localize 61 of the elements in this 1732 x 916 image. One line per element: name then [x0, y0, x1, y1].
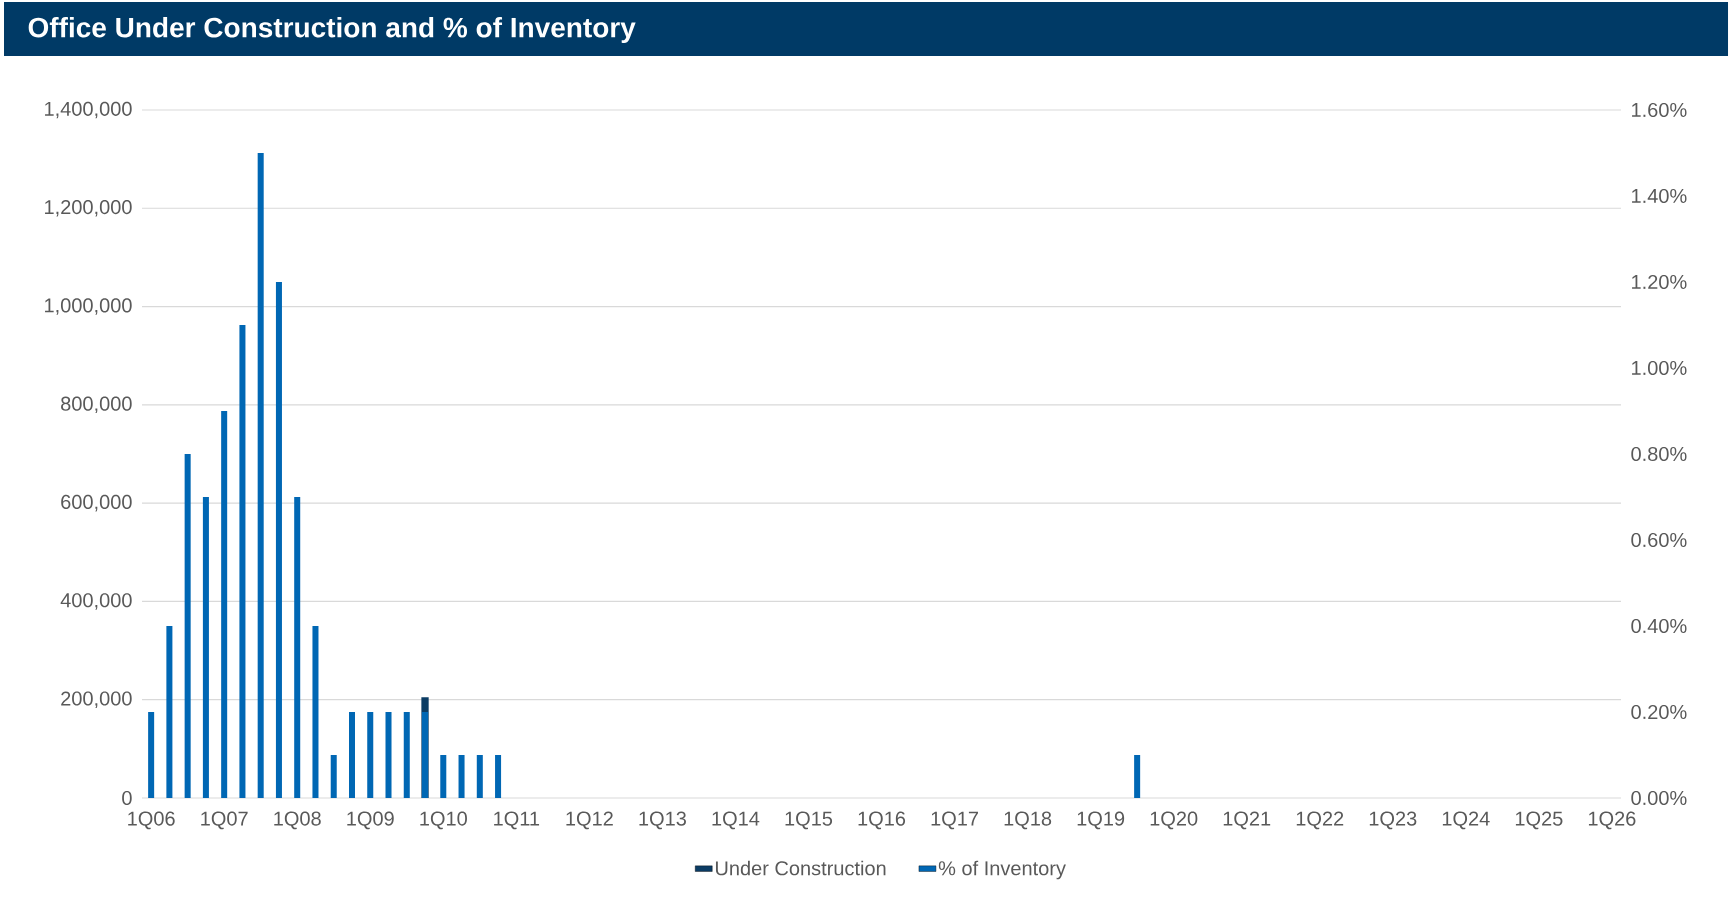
bar: [275, 281, 282, 798]
y-tick-label: 1,200,000: [45, 200, 132, 217]
x-tick-label: 1Q21: [1223, 811, 1271, 830]
bar: [403, 712, 410, 798]
bar: [440, 755, 447, 798]
y2-tick-label: 0.80%: [1631, 446, 1687, 462]
bar: [148, 712, 155, 798]
y2-tick-label: 1.20%: [1632, 274, 1687, 290]
y-tick-label: 600,000: [61, 494, 132, 512]
x-tick-label: 1Q11: [494, 811, 540, 830]
bar: [312, 626, 319, 798]
x-tick-label: 1Q22: [1296, 811, 1344, 830]
x-tick-label: 1Q10: [420, 811, 467, 830]
x-tick-label: 1Q23: [1369, 811, 1417, 830]
bar: [348, 712, 355, 798]
bar: [330, 755, 337, 798]
bar: [367, 712, 374, 798]
legend-label: Under Construction: [715, 860, 886, 876]
x-tick-label: 1Q18: [1004, 811, 1052, 830]
bar: [202, 496, 209, 798]
legend-label: % of Inventory: [938, 860, 1066, 880]
x-tick-label: 1Q09: [347, 811, 394, 830]
y-tick-label: 1,400,000: [45, 101, 132, 119]
bar: [476, 755, 483, 798]
bar: [239, 324, 246, 798]
x-tick-label: 1Q16: [858, 811, 906, 830]
y2-tick-label: 0.00%: [1631, 790, 1687, 806]
y2-tick-label: 1.60%: [1632, 102, 1687, 118]
x-tick-label: 1Q06: [128, 811, 175, 830]
bar: [385, 712, 392, 798]
x-tick-label: 1Q15: [785, 811, 833, 830]
x-tick-label: 1Q08: [274, 811, 321, 830]
bar: [257, 152, 264, 798]
y2-tick-label: 0.60%: [1631, 532, 1687, 548]
y-tick-label: 400,000: [60, 593, 132, 610]
bar: [221, 410, 228, 798]
x-tick-label: 1Q14: [712, 811, 760, 830]
x-tick-label: 1Q17: [931, 811, 978, 830]
bar: [1134, 755, 1141, 798]
x-tick-label: 1Q20: [1150, 811, 1198, 830]
y-tick-label: 1,000,000: [45, 298, 132, 315]
chart-title: Office Under Construction and % of Inventory: [28, 16, 636, 44]
y-tick-label: 200,000: [61, 691, 132, 708]
bar: [166, 626, 173, 798]
bar: [495, 755, 502, 798]
y2-tick-label: 1.00%: [1632, 360, 1687, 376]
x-tick-label: 1Q07: [201, 811, 248, 830]
bar: [294, 496, 301, 798]
x-tick-label: 1Q13: [639, 811, 686, 830]
x-tick-label: 1Q19: [1077, 811, 1125, 830]
y-tick-label: 0: [122, 790, 132, 806]
x-tick-label: 1Q12: [566, 811, 613, 830]
bar: [184, 453, 191, 798]
y2-tick-label: 1.40%: [1632, 188, 1687, 204]
bar: [458, 755, 465, 798]
y-tick-label: 800,000: [61, 396, 132, 414]
x-tick-label: 1Q25: [1515, 811, 1563, 830]
y2-tick-label: 0.40%: [1631, 618, 1687, 634]
x-tick-label: 1Q24: [1442, 811, 1490, 830]
x-tick-label: 1Q26: [1588, 811, 1636, 830]
y2-tick-label: 0.20%: [1631, 704, 1687, 720]
